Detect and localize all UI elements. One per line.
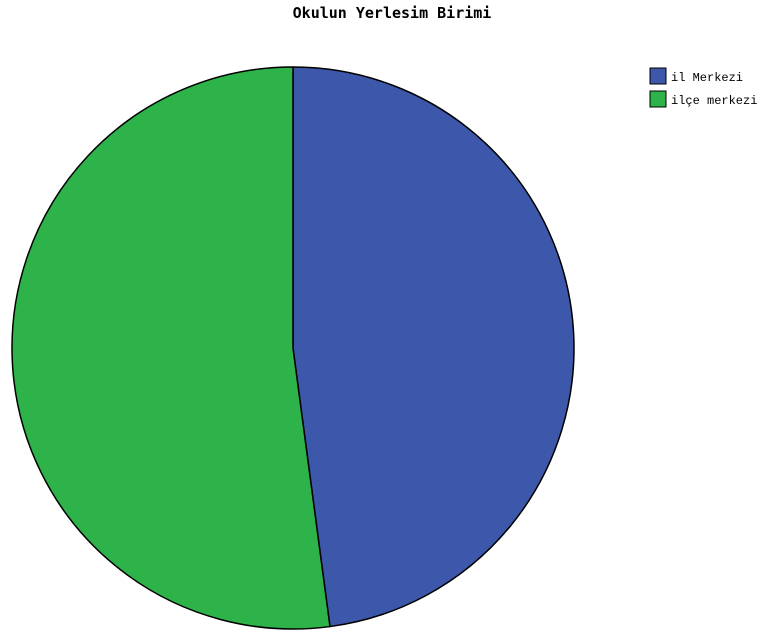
pie-slice-ilc-e-merkezi [11, 66, 331, 630]
legend: il Merkezi ilçe merkezi [649, 67, 757, 108]
legend-label-il-merkezi: il Merkezi [671, 71, 743, 85]
pie-slice-il-merkezi [292, 66, 575, 628]
legend-swatch-ilc-e-merkezi [649, 90, 667, 108]
chart-title: Okulun Yerlesim Birimi [292, 4, 492, 22]
legend-label-ilc-e-merkezi: ilçe merkezi [671, 94, 757, 108]
pie-slices [11, 66, 575, 630]
legend-swatch-il-merkezi [649, 67, 667, 85]
